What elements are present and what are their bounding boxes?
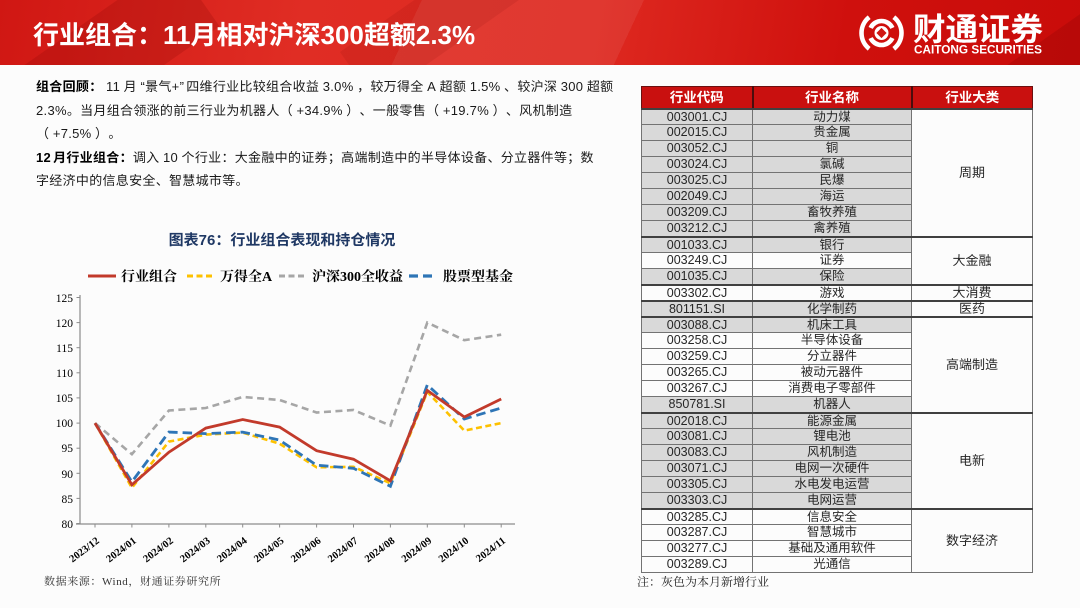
svg-text:2024/07: 2024/07 <box>326 536 360 566</box>
svg-text:105: 105 <box>56 393 74 405</box>
svg-text:CAITONG SECURITIES: CAITONG SECURITIES <box>914 45 1042 57</box>
svg-text:股票型基金: 股票型基金 <box>443 268 513 285</box>
svg-text:沪深300全收益: 沪深300全收益 <box>312 269 403 285</box>
svg-text:2024/11: 2024/11 <box>474 536 508 565</box>
svg-text:2024/01: 2024/01 <box>105 536 139 566</box>
svg-text:85: 85 <box>62 494 74 506</box>
svg-text:110: 110 <box>56 368 73 380</box>
svg-text:100: 100 <box>56 418 74 430</box>
svg-text:115: 115 <box>56 343 73 355</box>
svg-text:财通证券: 财通证券 <box>913 12 1043 48</box>
svg-text:万得全A: 万得全A <box>220 269 273 285</box>
svg-text:95: 95 <box>62 443 74 455</box>
svg-text:2024/06: 2024/06 <box>289 536 323 566</box>
svg-text:2024/03: 2024/03 <box>178 536 212 566</box>
svg-text:2024/09: 2024/09 <box>400 536 434 566</box>
svg-text:80: 80 <box>62 519 74 531</box>
svg-text:2024/10: 2024/10 <box>437 536 471 566</box>
svg-text:2024/04: 2024/04 <box>215 535 250 565</box>
svg-text:行业组合: 行业组合 <box>121 269 177 285</box>
svg-text:2024/08: 2024/08 <box>363 536 397 566</box>
svg-text:2024/05: 2024/05 <box>252 536 286 566</box>
svg-text:120: 120 <box>56 318 74 330</box>
svg-text:90: 90 <box>62 469 74 481</box>
svg-text:2023/12: 2023/12 <box>68 536 102 566</box>
svg-text:2024/02: 2024/02 <box>142 536 176 566</box>
svg-text:125: 125 <box>56 293 74 305</box>
